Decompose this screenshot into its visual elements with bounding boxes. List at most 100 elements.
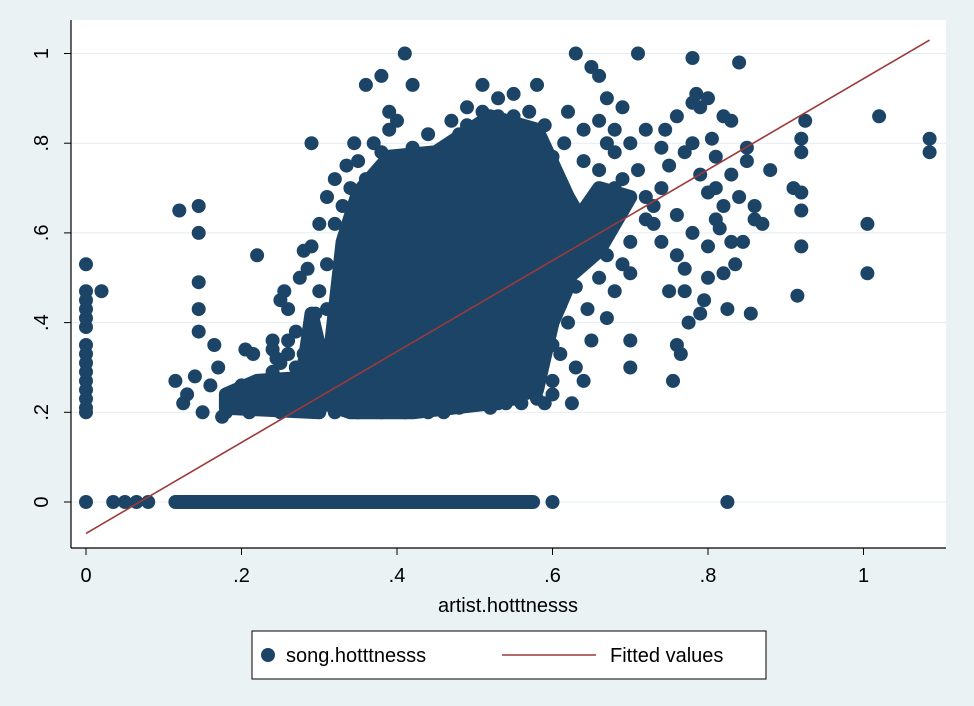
scatter-point [576,373,591,388]
scatter-point [615,100,630,115]
scatter-point [467,396,482,411]
scatter-point [615,257,630,272]
y-tick-label-0: 0 [31,496,53,507]
scatter-point [436,495,451,509]
scatter-point [250,396,265,411]
scatter-point [592,68,607,83]
scatter-point [218,495,233,509]
scatter-point [576,122,591,137]
scatter-point [677,284,692,299]
scatter-point [207,338,222,352]
scatter-point [191,275,206,290]
fitted-values-line [85,39,930,535]
x-ticks: 0 .2 .4 .6 .8 1 [80,548,869,587]
scatter-point [397,405,412,420]
scatter-point [794,185,809,200]
scatter-point [530,391,544,406]
scatter-point [452,400,467,415]
scatter-point [631,163,645,178]
scatter-point [312,284,327,299]
scatter-point [296,369,311,384]
scatter-point [296,495,311,509]
scatter-point [327,172,342,187]
axes [70,20,946,549]
scatter-point [327,216,342,231]
scatter-point [685,95,700,110]
scatter-point [327,360,342,375]
scatter-point [358,77,373,92]
x-tick-label-2: .4 [389,565,406,587]
scatter-point [374,68,389,83]
scatter-point [553,297,568,312]
scatter-point [467,495,482,509]
scatter-point [798,113,813,128]
scatter-point [343,495,358,509]
scatter-point [281,373,296,388]
scatter-point [203,495,218,509]
scatter-point [79,495,93,509]
scatter-point [296,347,311,361]
y-tick-label-4: .8 [31,135,53,152]
scatter-point [530,77,544,92]
scatter-point [685,136,700,151]
scatter-point [724,167,739,182]
scatter-point [382,122,397,137]
scatter-point [736,234,750,249]
scatter-point [677,261,692,276]
y-tick-label-5: 1 [31,48,53,59]
scatter-point [537,118,552,133]
scatter-point [191,302,206,317]
scatter-point [599,248,614,263]
scatter-point [545,495,560,509]
scatter-point [288,396,303,411]
scatter-point [681,315,696,330]
scatter-point [506,86,521,101]
scatter-point [460,118,474,133]
scatter-point [701,270,715,285]
scatter-point [623,360,638,375]
scatter-point [351,154,366,169]
scatter-point [343,181,358,196]
scatter-point [561,315,575,330]
scatter-point [339,158,354,173]
scatter-point [743,306,758,321]
scatter-point [191,324,206,339]
scatter-point [646,216,661,231]
scatter-point [669,109,684,124]
scatter-point [584,333,599,348]
scatter-point [522,104,537,119]
scatter-point [320,190,334,204]
scatter-point [553,347,568,361]
scatter-point [584,199,599,213]
scatter-point [498,396,513,411]
scatter-point [312,400,327,415]
scatter-point [669,208,684,222]
scatter-point [436,405,451,420]
scatter-point [195,405,210,420]
x-tick-label-3: .6 [544,565,561,587]
scatter-point [491,91,506,106]
scatter-point [444,154,459,169]
scatter-point [553,203,568,218]
scatter-point [491,109,506,124]
scatter-point [860,216,875,231]
scatter-point [191,199,206,213]
legend: song.hotttnesss Fitted values [251,630,767,680]
scatter-point [94,284,109,299]
scatter-point [300,261,315,276]
scatter-point [654,234,669,249]
scatter-point [623,136,638,151]
scatter-point [234,495,249,509]
scatter-point [304,311,319,326]
scatter-point [506,109,521,124]
scatter-point [312,216,327,231]
y-tick-label-3: .6 [31,225,53,242]
scatter-point [191,225,206,240]
scatter-point [187,495,202,509]
scatter-point [483,400,498,415]
scatter-point [460,100,474,115]
scatter-point [860,266,875,281]
scatter-point [732,190,747,204]
scatter-point [654,181,669,196]
scatter-point [288,324,303,339]
